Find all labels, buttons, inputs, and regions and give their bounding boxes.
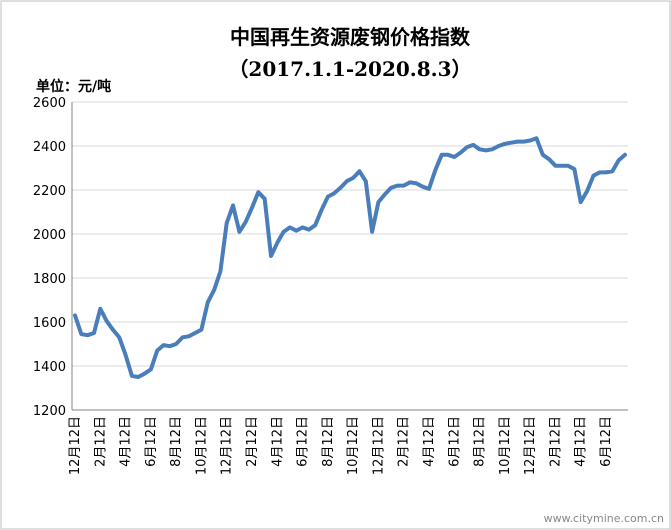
x-tick-label: 6月12日: [144, 416, 159, 467]
y-tick-label: 2200: [33, 184, 66, 199]
watermark: www.citymine.com.cn: [544, 512, 664, 525]
y-tick-label: 2600: [33, 96, 66, 111]
y-axis-label: 单位：元/吨: [36, 78, 111, 95]
x-tick-label: 12月12日: [371, 416, 386, 475]
x-tick-label: 10月12日: [346, 416, 361, 475]
x-tick-label: 12月12日: [523, 416, 538, 475]
y-tick-label: 2400: [33, 140, 66, 155]
x-tick-label: 10月12日: [194, 416, 209, 475]
x-tick-label: 12月12日: [68, 416, 83, 475]
chart-title: 中国再生资源废钢价格指数: [230, 25, 471, 49]
x-tick-label: 6月12日: [296, 416, 311, 467]
y-tick-label: 1600: [33, 316, 66, 331]
chart-subtitle: （2017.1.1-2020.8.3）: [228, 57, 471, 81]
y-tick-label: 1800: [33, 272, 66, 287]
x-tick-label: 8月12日: [321, 416, 336, 467]
x-tick-label: 4月12日: [119, 416, 134, 467]
x-tick-label: 6月12日: [447, 416, 462, 467]
x-tick-label: 2月12日: [93, 416, 108, 467]
y-tick-label: 1400: [33, 360, 66, 375]
y-tick-label: 2000: [33, 228, 66, 243]
x-tick-label: 8月12日: [169, 416, 184, 467]
x-tick-label: 2月12日: [245, 416, 260, 467]
x-tick-label: 4月12日: [422, 416, 437, 467]
x-tick-label: 12月12日: [220, 416, 235, 475]
x-tick-label: 10月12日: [498, 416, 513, 475]
x-tick-label: 4月12日: [270, 416, 285, 467]
y-tick-label: 1200: [33, 404, 66, 419]
x-tick-label: 2月12日: [548, 416, 563, 467]
x-tick-label: 6月12日: [599, 416, 614, 467]
x-tick-label: 4月12日: [574, 416, 589, 467]
line-series: [73, 136, 627, 379]
x-tick-label: 2月12日: [397, 416, 412, 467]
x-tick-label: 8月12日: [473, 416, 488, 467]
